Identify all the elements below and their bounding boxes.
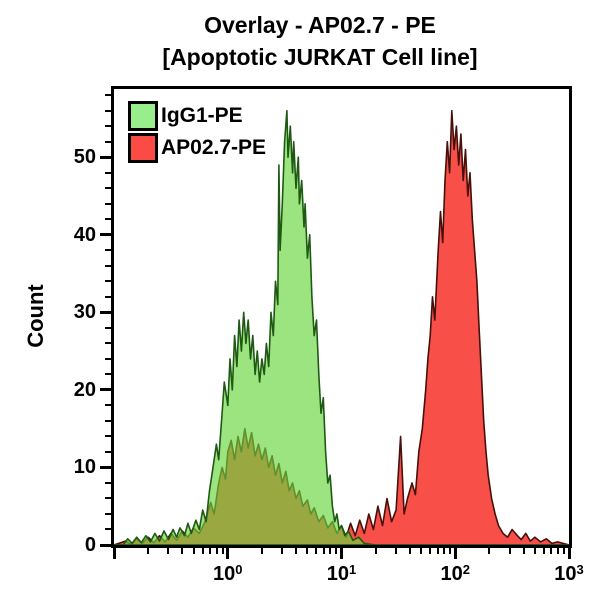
y-minor-tick — [105, 326, 111, 329]
x-minor-tick — [260, 548, 263, 554]
y-minor-tick — [105, 280, 111, 283]
y-major-tick — [100, 233, 111, 237]
x-minor-tick — [181, 548, 184, 554]
x-minor-tick — [533, 548, 536, 554]
x-minor-tick — [335, 548, 338, 554]
legend-label-igg1: IgG1-PE — [161, 104, 243, 127]
x-tick-label: 101 — [326, 562, 357, 585]
x-minor-tick — [201, 548, 204, 554]
histogram-IgG1-PE — [114, 109, 569, 545]
x-minor-tick — [542, 548, 545, 554]
x-minor-tick — [449, 548, 452, 554]
y-minor-tick — [105, 512, 111, 515]
y-minor-tick — [105, 187, 111, 190]
x-minor-tick — [522, 548, 525, 554]
y-tick-label: 50 — [73, 146, 96, 169]
chart-title-line1: Overlay - AP02.7 - PE — [204, 12, 436, 38]
x-minor-tick — [394, 548, 397, 554]
x-minor-tick — [167, 548, 170, 554]
x-minor-tick — [147, 548, 150, 554]
legend-label-ap027: AP02.7-PE — [161, 136, 267, 159]
histogram-svg — [114, 109, 569, 545]
y-minor-tick — [105, 497, 111, 500]
y-minor-tick — [105, 435, 111, 438]
x-minor-tick — [329, 548, 332, 554]
x-minor-tick — [209, 548, 212, 554]
x-minor-tick — [488, 548, 491, 554]
y-tick-label: 10 — [73, 456, 96, 479]
y-tick-label: 30 — [73, 301, 96, 324]
y-axis-label: Count — [23, 284, 48, 348]
x-minor-tick — [295, 548, 298, 554]
x-minor-tick — [420, 548, 422, 554]
y-major-tick — [100, 310, 111, 314]
x-minor-tick — [556, 548, 559, 554]
x-minor-tick — [281, 548, 284, 554]
y-major-tick — [100, 543, 111, 547]
y-minor-tick — [105, 357, 111, 360]
y-tick-label: 40 — [73, 223, 96, 246]
y-minor-tick — [105, 202, 111, 205]
x-major-tick — [567, 548, 571, 559]
y-minor-tick — [105, 481, 111, 484]
y-minor-tick — [105, 109, 111, 112]
y-tick-label: 20 — [73, 378, 96, 401]
y-minor-tick — [105, 264, 111, 267]
y-minor-tick — [105, 450, 111, 453]
x-minor-tick — [408, 548, 411, 554]
x-tick-label: 100 — [213, 562, 243, 585]
x-tick-label: 102 — [440, 562, 470, 585]
chart-title-line2: [Apoptotic JURKAT Cell line] — [162, 44, 478, 70]
plot-area: IgG1-PE AP02.7-PE — [111, 86, 572, 548]
x-minor-tick — [306, 548, 309, 554]
legend: IgG1-PE AP02.7-PE — [128, 101, 267, 167]
legend-item-igg1: IgG1-PE — [128, 101, 266, 131]
x-minor-tick — [221, 548, 224, 554]
y-minor-tick — [105, 373, 111, 376]
x-major-tick — [340, 548, 343, 559]
x-minor-tick — [215, 548, 218, 554]
x-minor-tick — [192, 548, 195, 554]
y-minor-tick — [105, 125, 111, 128]
y-major-tick — [100, 465, 111, 469]
x-major-tick — [453, 548, 457, 559]
x-minor-tick — [322, 548, 325, 554]
y-minor-tick — [105, 94, 111, 97]
x-minor-tick — [562, 548, 565, 554]
y-minor-tick — [105, 419, 111, 422]
x-major-tick — [112, 548, 116, 559]
y-minor-tick — [105, 171, 111, 174]
x-minor-tick — [315, 548, 318, 554]
x-minor-tick — [508, 548, 511, 554]
y-minor-tick — [105, 528, 111, 531]
histogram-AP02.7-PE — [114, 109, 569, 545]
legend-swatch-igg1 — [128, 101, 158, 131]
x-minor-tick — [443, 548, 446, 554]
y-minor-tick — [105, 249, 111, 252]
y-major-tick — [100, 388, 111, 392]
y-minor-tick — [105, 404, 111, 407]
y-minor-tick — [105, 218, 111, 221]
y-minor-tick — [105, 342, 111, 345]
x-minor-tick — [550, 548, 553, 554]
legend-swatch-ap027 — [128, 133, 158, 163]
y-minor-tick — [105, 295, 111, 298]
x-minor-tick — [429, 548, 431, 554]
x-minor-tick — [436, 548, 439, 554]
x-major-tick — [226, 548, 230, 559]
x-minor-tick — [374, 548, 377, 554]
x-tick-label: 103 — [554, 562, 584, 585]
y-tick-label: 0 — [84, 534, 96, 556]
y-minor-tick — [105, 140, 111, 143]
y-major-tick — [100, 155, 111, 159]
legend-item-ap027: AP02.7-PE — [128, 133, 267, 163]
